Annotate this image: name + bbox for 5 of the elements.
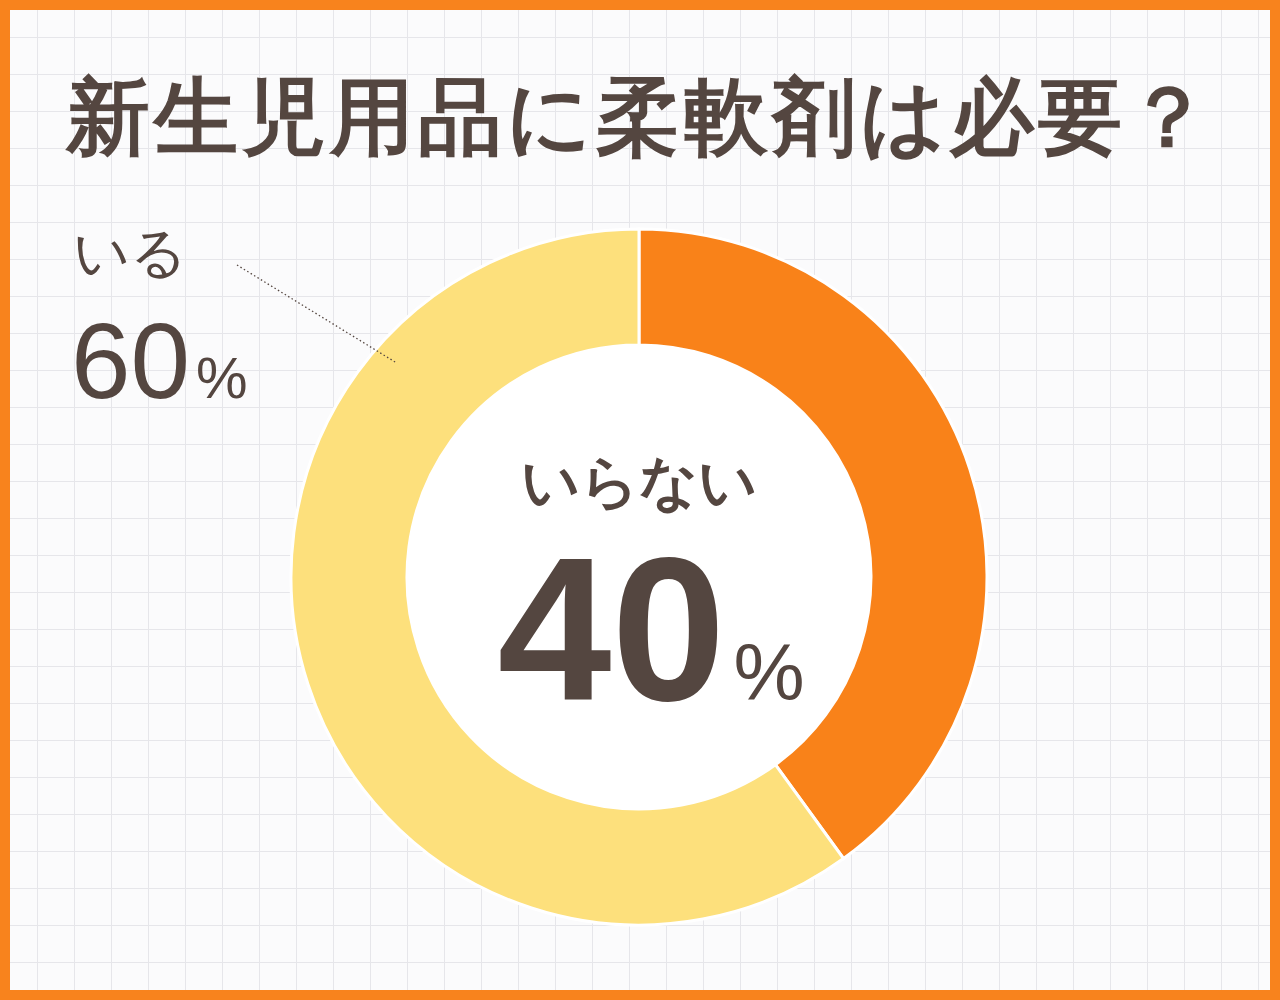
data-label: 60% (71, 301, 248, 421)
slice-label: いらない (521, 448, 757, 516)
chart-title: 新生児用品に柔軟剤は必要？ (64, 67, 1215, 168)
data-label: 40% (497, 514, 805, 743)
slice-label: いる (73, 220, 187, 285)
